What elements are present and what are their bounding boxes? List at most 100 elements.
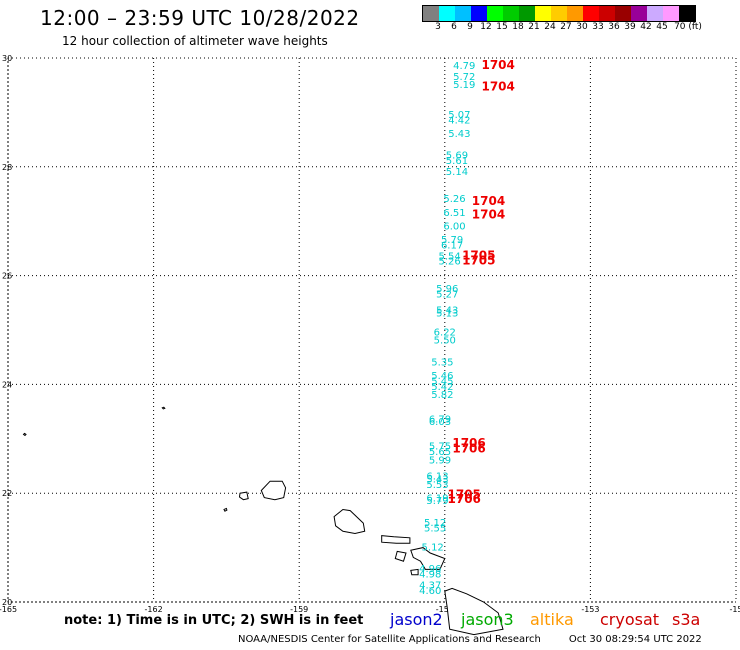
pass-time-label: 1704 (472, 207, 505, 221)
color-swatch (567, 6, 583, 21)
island-outline (223, 507, 228, 512)
scale-label: 39 (624, 22, 636, 32)
color-swatch (503, 6, 519, 21)
swh-value-label: 5.72 (453, 72, 475, 83)
island-outline (381, 535, 411, 544)
color-scale-labels: 3 6 9 12 15 18 21 24 27 30 33 36 39 42 45 70 (ft) (422, 22, 740, 34)
pass-time-label: 1706 (452, 441, 485, 455)
color-swatch (487, 6, 503, 21)
color-swatch (439, 6, 455, 21)
pass-time-label: 1704 (481, 80, 514, 94)
scale-label: 21 (528, 22, 540, 32)
scale-label: 15 (496, 22, 508, 32)
swh-value-label: 5.43 (426, 474, 448, 485)
mission-jason2: jason2 (390, 610, 443, 629)
swh-value-label: 6.79 (429, 414, 451, 425)
scale-label: 18 (512, 22, 524, 32)
scale-label: 70 (ft) (674, 22, 702, 32)
pass-time-label: 1705 (462, 254, 495, 268)
credit-line: NOAA/NESDIS Center for Satellite Applica… (238, 634, 702, 645)
pass-time-label: 1704 (481, 58, 514, 72)
page-subtitle: 12 hour collection of altimeter wave hei… (62, 34, 328, 48)
pass-time-label: 1704 (472, 194, 505, 208)
island-outline (333, 508, 366, 535)
x-tick-label: -162 (145, 605, 163, 614)
mission-s3a: s3a (672, 610, 701, 629)
swh-value-label: 6.22 (434, 327, 456, 338)
scale-label: 33 (592, 22, 604, 32)
swh-value-label: 5.26 (439, 257, 461, 268)
swh-value-label: 5.12 (424, 518, 446, 529)
swh-value-label: 5.82 (431, 390, 453, 401)
swh-value-label: 5.54 (439, 251, 461, 262)
swh-value-label: 4.60 (419, 586, 441, 597)
swh-value-label: 5.50 (434, 336, 456, 347)
pass-time-label: 1705 (462, 248, 495, 262)
credit-text: NOAA/NESDIS Center for Satellite Applica… (238, 634, 541, 645)
swh-value-label: 5.45 (431, 376, 453, 387)
swh-value-label: 4.79 (453, 61, 475, 72)
generated-timestamp: Oct 30 08:29:54 UTC 2022 (568, 634, 702, 645)
swh-value-label: 5.53 (426, 480, 448, 491)
island-outline (410, 547, 446, 570)
y-tick-label: 28 (2, 163, 12, 172)
color-swatch (551, 6, 567, 21)
swh-value-label: 5.07 (448, 110, 470, 121)
scale-label: 9 (467, 22, 473, 32)
swh-value-label: 5.55 (424, 523, 446, 534)
swh-value-label: 5.75 (429, 442, 451, 453)
scale-label: 30 (576, 22, 588, 32)
island-outline (161, 406, 166, 410)
color-swatch (423, 6, 439, 21)
scale-label: 42 (640, 22, 652, 32)
pass-time-label: 1706 (452, 436, 485, 450)
swh-value-label: 5.14 (446, 167, 468, 178)
swh-value-label: 5.27 (436, 289, 458, 300)
swh-value-label: 4.42 (448, 115, 470, 126)
x-tick-label: -165 (0, 605, 17, 614)
swh-value-label: 5.43 (448, 129, 470, 140)
color-swatch (663, 6, 679, 21)
color-swatch (679, 6, 695, 21)
x-tick-label: -159 (290, 605, 308, 614)
scale-label: 3 (435, 22, 441, 32)
y-tick-label: 30 (2, 54, 12, 63)
swh-value-label: 4.98 (419, 570, 441, 581)
swh-value-label: 5.13 (436, 308, 458, 319)
island-outline (394, 550, 407, 562)
x-tick-label: -15 (729, 605, 740, 614)
scale-label: 6 (451, 22, 457, 32)
swh-value-label: 6.03 (429, 417, 451, 428)
page-title: 12:00 – 23:59 UTC 10/28/2022 (40, 6, 360, 30)
swh-value-label: 5.65 (429, 447, 451, 458)
x-tick-label: -156 (436, 605, 454, 614)
color-swatch (583, 6, 599, 21)
pass-time-label: 1706 (448, 492, 481, 506)
color-swatch (535, 6, 551, 21)
swh-value-label: 5.19 (453, 80, 475, 91)
color-swatch (471, 6, 487, 21)
scale-label: 27 (560, 22, 572, 32)
swh-value-label: 6.17 (441, 240, 463, 251)
island-outline (410, 568, 419, 576)
color-swatch (615, 6, 631, 21)
swh-value-label: 5.46 (431, 371, 453, 382)
scale-label: 12 (480, 22, 492, 32)
swh-value-label: 4.96 (419, 564, 441, 575)
mission-jason3: jason3 (461, 610, 514, 629)
island-outline (22, 432, 27, 437)
y-tick-label: 24 (2, 380, 12, 389)
swh-value-label: 5.79 (441, 235, 463, 246)
color-swatch (599, 6, 615, 21)
scale-label: 45 (656, 22, 668, 32)
swh-value-label: 5.12 (422, 542, 444, 553)
swh-value-label: 5.35 (431, 357, 453, 368)
island-outline (444, 587, 504, 636)
swh-value-label: 6.19 (426, 493, 448, 504)
mission-cryosat: cryosat (600, 610, 660, 629)
swh-value-label: 5.96 (436, 284, 458, 295)
island-outline (238, 491, 249, 501)
pass-time-label: 1705 (448, 488, 481, 502)
swh-value-label: 6.00 (443, 221, 465, 232)
